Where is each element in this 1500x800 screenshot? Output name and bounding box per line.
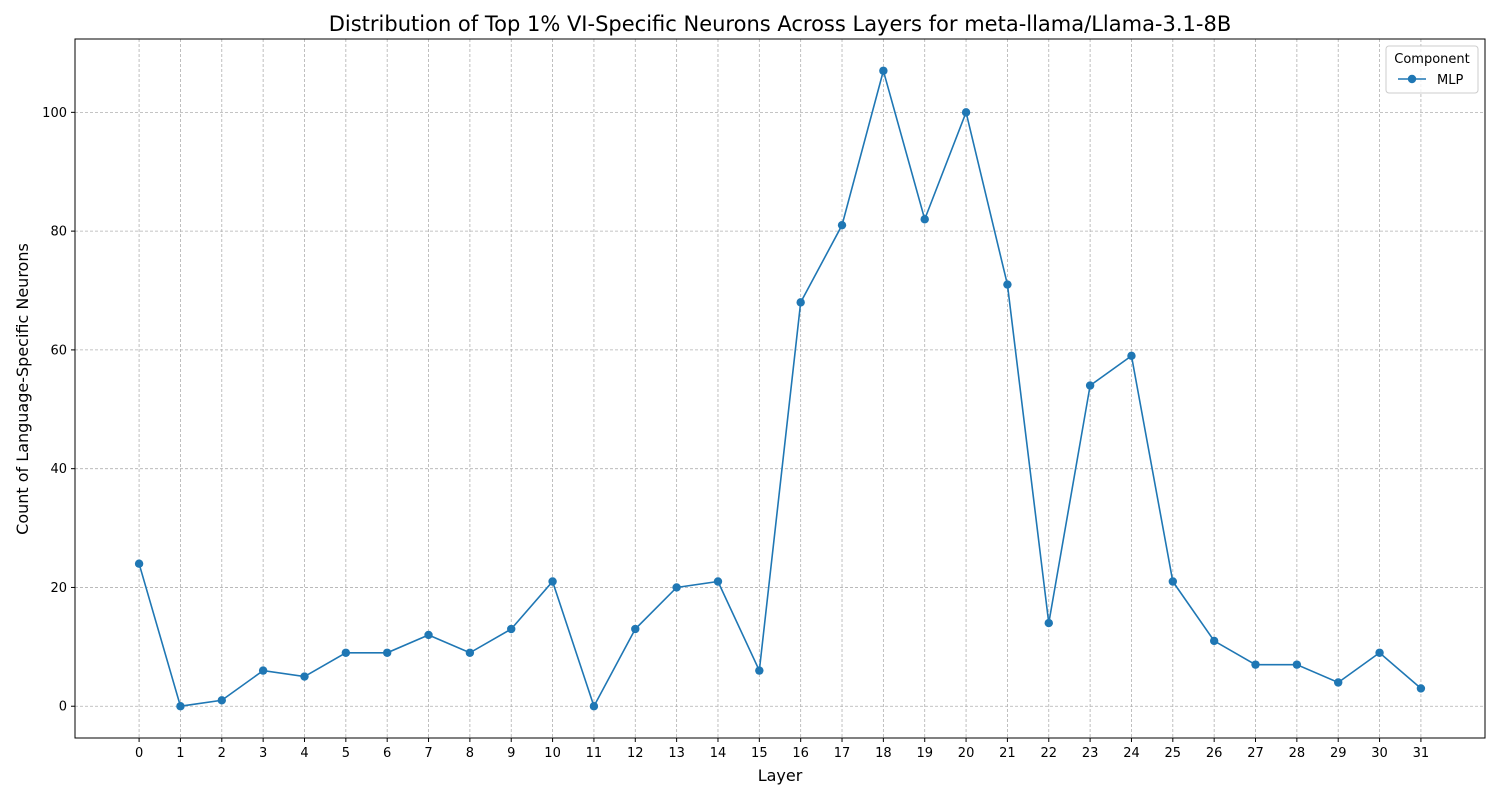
legend-point-marker [1407,74,1417,84]
y-tick-label: 60 [50,343,67,358]
x-tick-label: 20 [958,746,975,761]
grid-layer [75,39,1485,738]
data-point [589,702,599,711]
data-point [548,577,557,586]
data-point [713,577,723,586]
x-tick-label: 26 [1206,746,1223,761]
data-point [217,696,226,705]
legend-entry-mlp: MLP [1437,73,1463,88]
y-tick-label: 40 [50,462,67,477]
x-axis-label: Layer [758,766,803,785]
y-axis-label: Count of Language-Specific Neurons [13,243,32,535]
data-point [258,666,268,675]
y-tick-label: 20 [50,581,67,596]
x-tick-label: 27 [1247,746,1264,761]
x-tick-label: 6 [383,746,391,761]
x-tick-label: 9 [507,746,515,761]
data-point [1127,351,1136,361]
data-point [961,108,971,117]
x-tick-label: 18 [875,746,892,761]
x-tick-label: 1 [176,746,184,761]
data-point [465,648,475,657]
data-point [879,66,888,75]
x-tick-label: 16 [792,746,809,761]
series-layer [134,66,1426,711]
x-tick-label: 25 [1165,746,1182,761]
x-axis: 0 1 2 3 4 5 6 7 8 9 10 11 12 13 14 15 16 17 18 19 20 21 22 23 24… [135,738,1429,761]
x-tick-label: 19 [916,746,933,761]
x-tick-label: 7 [424,746,432,761]
data-point [672,583,681,592]
chart-title: Distribution of Top 1% VI-Specific Neuro… [329,12,1232,36]
data-point [796,298,805,307]
data-point [920,215,929,224]
y-tick-label: 0 [59,700,67,715]
x-tick-label: 5 [342,746,350,761]
x-tick-label: 28 [1289,746,1306,761]
x-tick-label: 2 [218,746,226,761]
data-point [837,220,847,230]
x-tick-label: 14 [710,746,727,761]
data-point [1168,577,1178,586]
data-point [1044,618,1053,628]
y-tick-label: 80 [50,225,67,240]
x-tick-label: 0 [135,746,143,761]
x-tick-label: 4 [300,746,308,761]
x-tick-label: 3 [259,746,267,761]
data-point [1416,684,1426,693]
x-tick-label: 13 [668,746,685,761]
data-point [755,666,764,675]
x-tick-label: 29 [1330,746,1347,761]
x-tick-label: 17 [834,746,851,761]
x-tick-label: 30 [1371,746,1388,761]
x-tick-label: 10 [544,746,561,761]
data-point [1292,660,1302,669]
data-point [1375,648,1384,657]
x-tick-label: 15 [751,746,768,761]
plot-frame [74,38,1486,739]
data-point [1003,280,1012,289]
series-line-mlp [138,67,1422,709]
data-point [631,624,640,634]
y-tick-label: 100 [42,106,67,121]
data-point [134,559,144,568]
data-point [1209,636,1219,646]
data-point [300,672,309,681]
x-tick-label: 21 [999,746,1016,761]
x-tick-label: 12 [627,746,644,761]
x-tick-label: 8 [466,746,474,761]
data-point [507,624,516,634]
data-point [341,648,351,657]
x-tick-label: 31 [1413,746,1430,761]
x-tick-label: 23 [1082,746,1099,761]
data-point [1334,678,1343,687]
y-axis: 0 20 40 60 80 100 [42,106,75,715]
data-point [176,702,185,711]
x-tick-label: 11 [586,746,603,761]
x-tick-label: 22 [1040,746,1057,761]
data-point [1251,660,1260,669]
data-point [1085,381,1095,390]
x-tick-label: 24 [1123,746,1140,761]
legend: Component MLP [1385,45,1479,94]
data-point [424,630,433,640]
data-point [382,648,392,657]
legend-title: Component [1394,52,1469,67]
